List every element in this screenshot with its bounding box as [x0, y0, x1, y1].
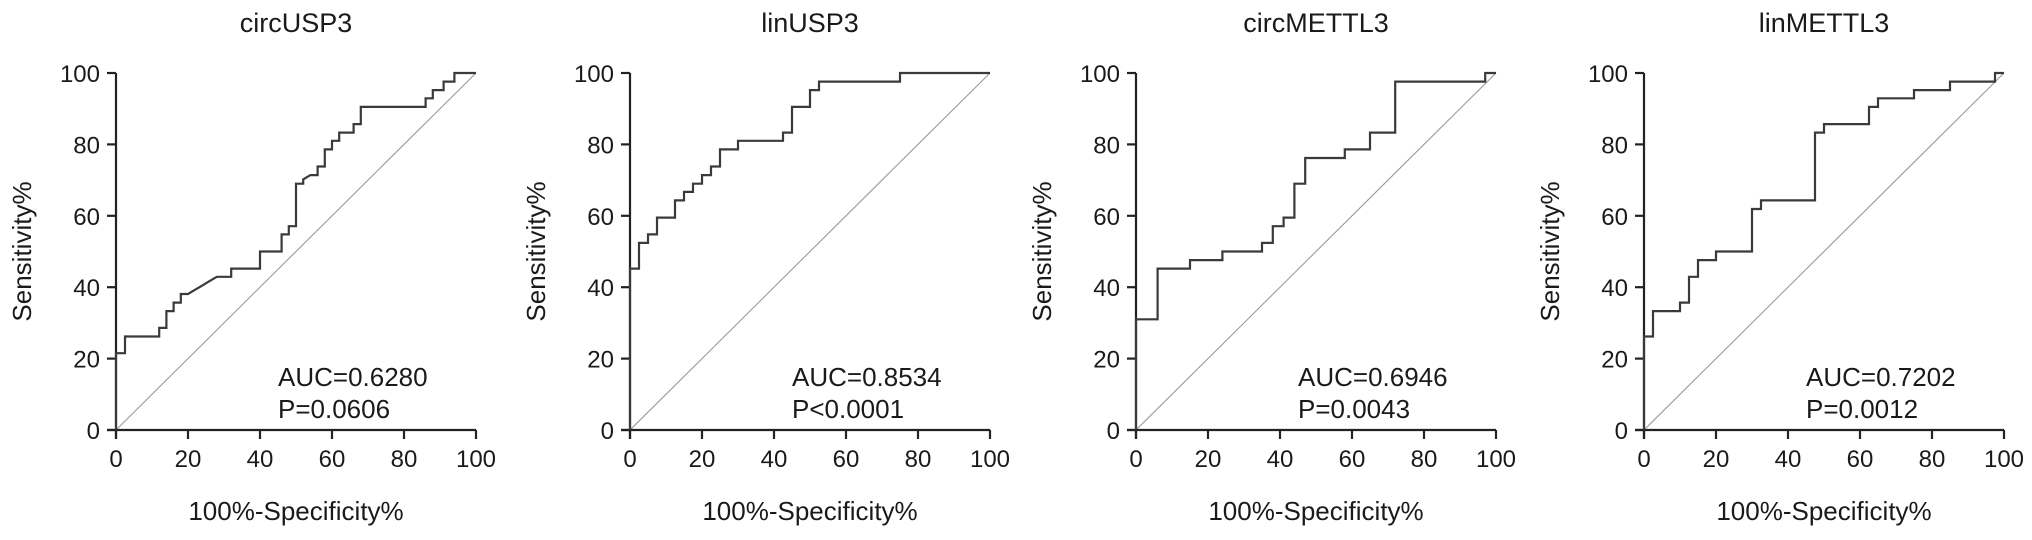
roc-panel-4: linMETTL3 0 20 40 60 80 100 0 20 40 60 80 100 100%-Sp… — [1535, 8, 2024, 526]
x-tick-label: 20 — [175, 446, 202, 473]
y-tick-label: 100 — [1080, 61, 1120, 88]
y-tick-label: 80 — [587, 132, 614, 159]
y-tick-label: 0 — [87, 418, 100, 445]
x-axis-label: 100%-Specificity% — [1208, 496, 1423, 526]
y-tick-label: 80 — [1601, 132, 1628, 159]
x-tick-label: 20 — [1195, 446, 1222, 473]
x-axis-label: 100%-Specificity% — [1716, 496, 1931, 526]
x-tick-label: 80 — [905, 446, 932, 473]
p-value-annotation: P=0.0043 — [1298, 394, 1410, 424]
roc-panel-1: circUSP3 0 20 40 60 80 100 0 20 40 60 80 100 100%-Spe… — [7, 8, 496, 526]
y-tick-label: 80 — [1093, 132, 1120, 159]
y-tick-label: 60 — [73, 204, 100, 231]
y-tick-label: 0 — [1107, 418, 1120, 445]
x-tick-label: 100 — [1476, 446, 1516, 473]
y-axis-label: Sensitivity% — [521, 181, 551, 321]
x-tick-label: 40 — [1775, 446, 1802, 473]
chart-title: linUSP3 — [761, 8, 859, 38]
y-tick-label: 20 — [1093, 347, 1120, 374]
x-tick-label: 0 — [109, 446, 122, 473]
x-tick-label: 0 — [623, 446, 636, 473]
x-tick-label: 80 — [1411, 446, 1438, 473]
x-axis-label: 100%-Specificity% — [702, 496, 917, 526]
chart-title: linMETTL3 — [1759, 8, 1890, 38]
x-tick-label: 60 — [319, 446, 346, 473]
x-tick-label: 100 — [970, 446, 1010, 473]
y-tick-label: 40 — [73, 275, 100, 302]
y-axis-label: Sensitivity% — [7, 181, 37, 321]
reference-diagonal-line — [629, 72, 991, 431]
p-value-annotation: P=0.0012 — [1806, 394, 1918, 424]
x-tick-label: 0 — [1129, 446, 1142, 473]
reference-diagonal-line — [1643, 72, 2005, 431]
reference-diagonal-line — [115, 72, 477, 431]
y-tick-label: 60 — [1601, 204, 1628, 231]
y-axis-label: Sensitivity% — [1027, 181, 1057, 321]
y-tick-label: 20 — [1601, 347, 1628, 374]
y-tick-label: 40 — [587, 275, 614, 302]
auc-annotation: AUC=0.6946 — [1298, 362, 1448, 392]
reference-diagonal-line — [1135, 72, 1497, 431]
x-tick-label: 40 — [761, 446, 788, 473]
y-tick-label: 100 — [1588, 61, 1628, 88]
y-tick-label: 40 — [1601, 275, 1628, 302]
roc-curve-line — [628, 71, 990, 430]
x-tick-label: 20 — [689, 446, 716, 473]
roc-panel-2: linUSP3 0 20 40 60 80 100 0 20 40 60 80 100 100%-Spec… — [521, 8, 1010, 526]
y-tick-label: 60 — [587, 204, 614, 231]
chart-title: circUSP3 — [240, 8, 353, 38]
y-tick-label: 80 — [73, 132, 100, 159]
roc-panel-3: circMETTL3 0 20 40 60 80 100 0 20 40 60 80 100 100%-S… — [1027, 8, 1516, 526]
y-tick-label: 0 — [1615, 418, 1628, 445]
x-tick-label: 60 — [1339, 446, 1366, 473]
y-tick-label: 40 — [1093, 275, 1120, 302]
y-tick-label: 100 — [574, 61, 614, 88]
y-tick-label: 60 — [1093, 204, 1120, 231]
y-tick-label: 0 — [601, 418, 614, 445]
p-value-annotation: P<0.0001 — [792, 394, 904, 424]
x-tick-label: 40 — [247, 446, 274, 473]
x-tick-label: 40 — [1267, 446, 1294, 473]
x-tick-label: 100 — [1984, 446, 2024, 473]
p-value-annotation: P=0.0606 — [278, 394, 390, 424]
x-tick-label: 60 — [833, 446, 860, 473]
y-tick-label: 100 — [60, 61, 100, 88]
y-tick-label: 20 — [587, 347, 614, 374]
x-tick-label: 0 — [1637, 446, 1650, 473]
x-tick-label: 80 — [391, 446, 418, 473]
y-axis-label: Sensitivity% — [1535, 181, 1565, 321]
x-tick-label: 20 — [1703, 446, 1730, 473]
auc-annotation: AUC=0.8534 — [792, 362, 942, 392]
auc-annotation: AUC=0.6280 — [278, 362, 428, 392]
x-axis-label: 100%-Specificity% — [188, 496, 403, 526]
roc-curve-line — [114, 71, 476, 430]
roc-curve-line — [1134, 71, 1496, 430]
roc-curve-line — [1642, 71, 2004, 430]
x-tick-label: 60 — [1847, 446, 1874, 473]
x-tick-label: 100 — [456, 446, 496, 473]
chart-title: circMETTL3 — [1243, 8, 1389, 38]
auc-annotation: AUC=0.7202 — [1806, 362, 1956, 392]
y-tick-label: 20 — [73, 347, 100, 374]
x-tick-label: 80 — [1919, 446, 1946, 473]
